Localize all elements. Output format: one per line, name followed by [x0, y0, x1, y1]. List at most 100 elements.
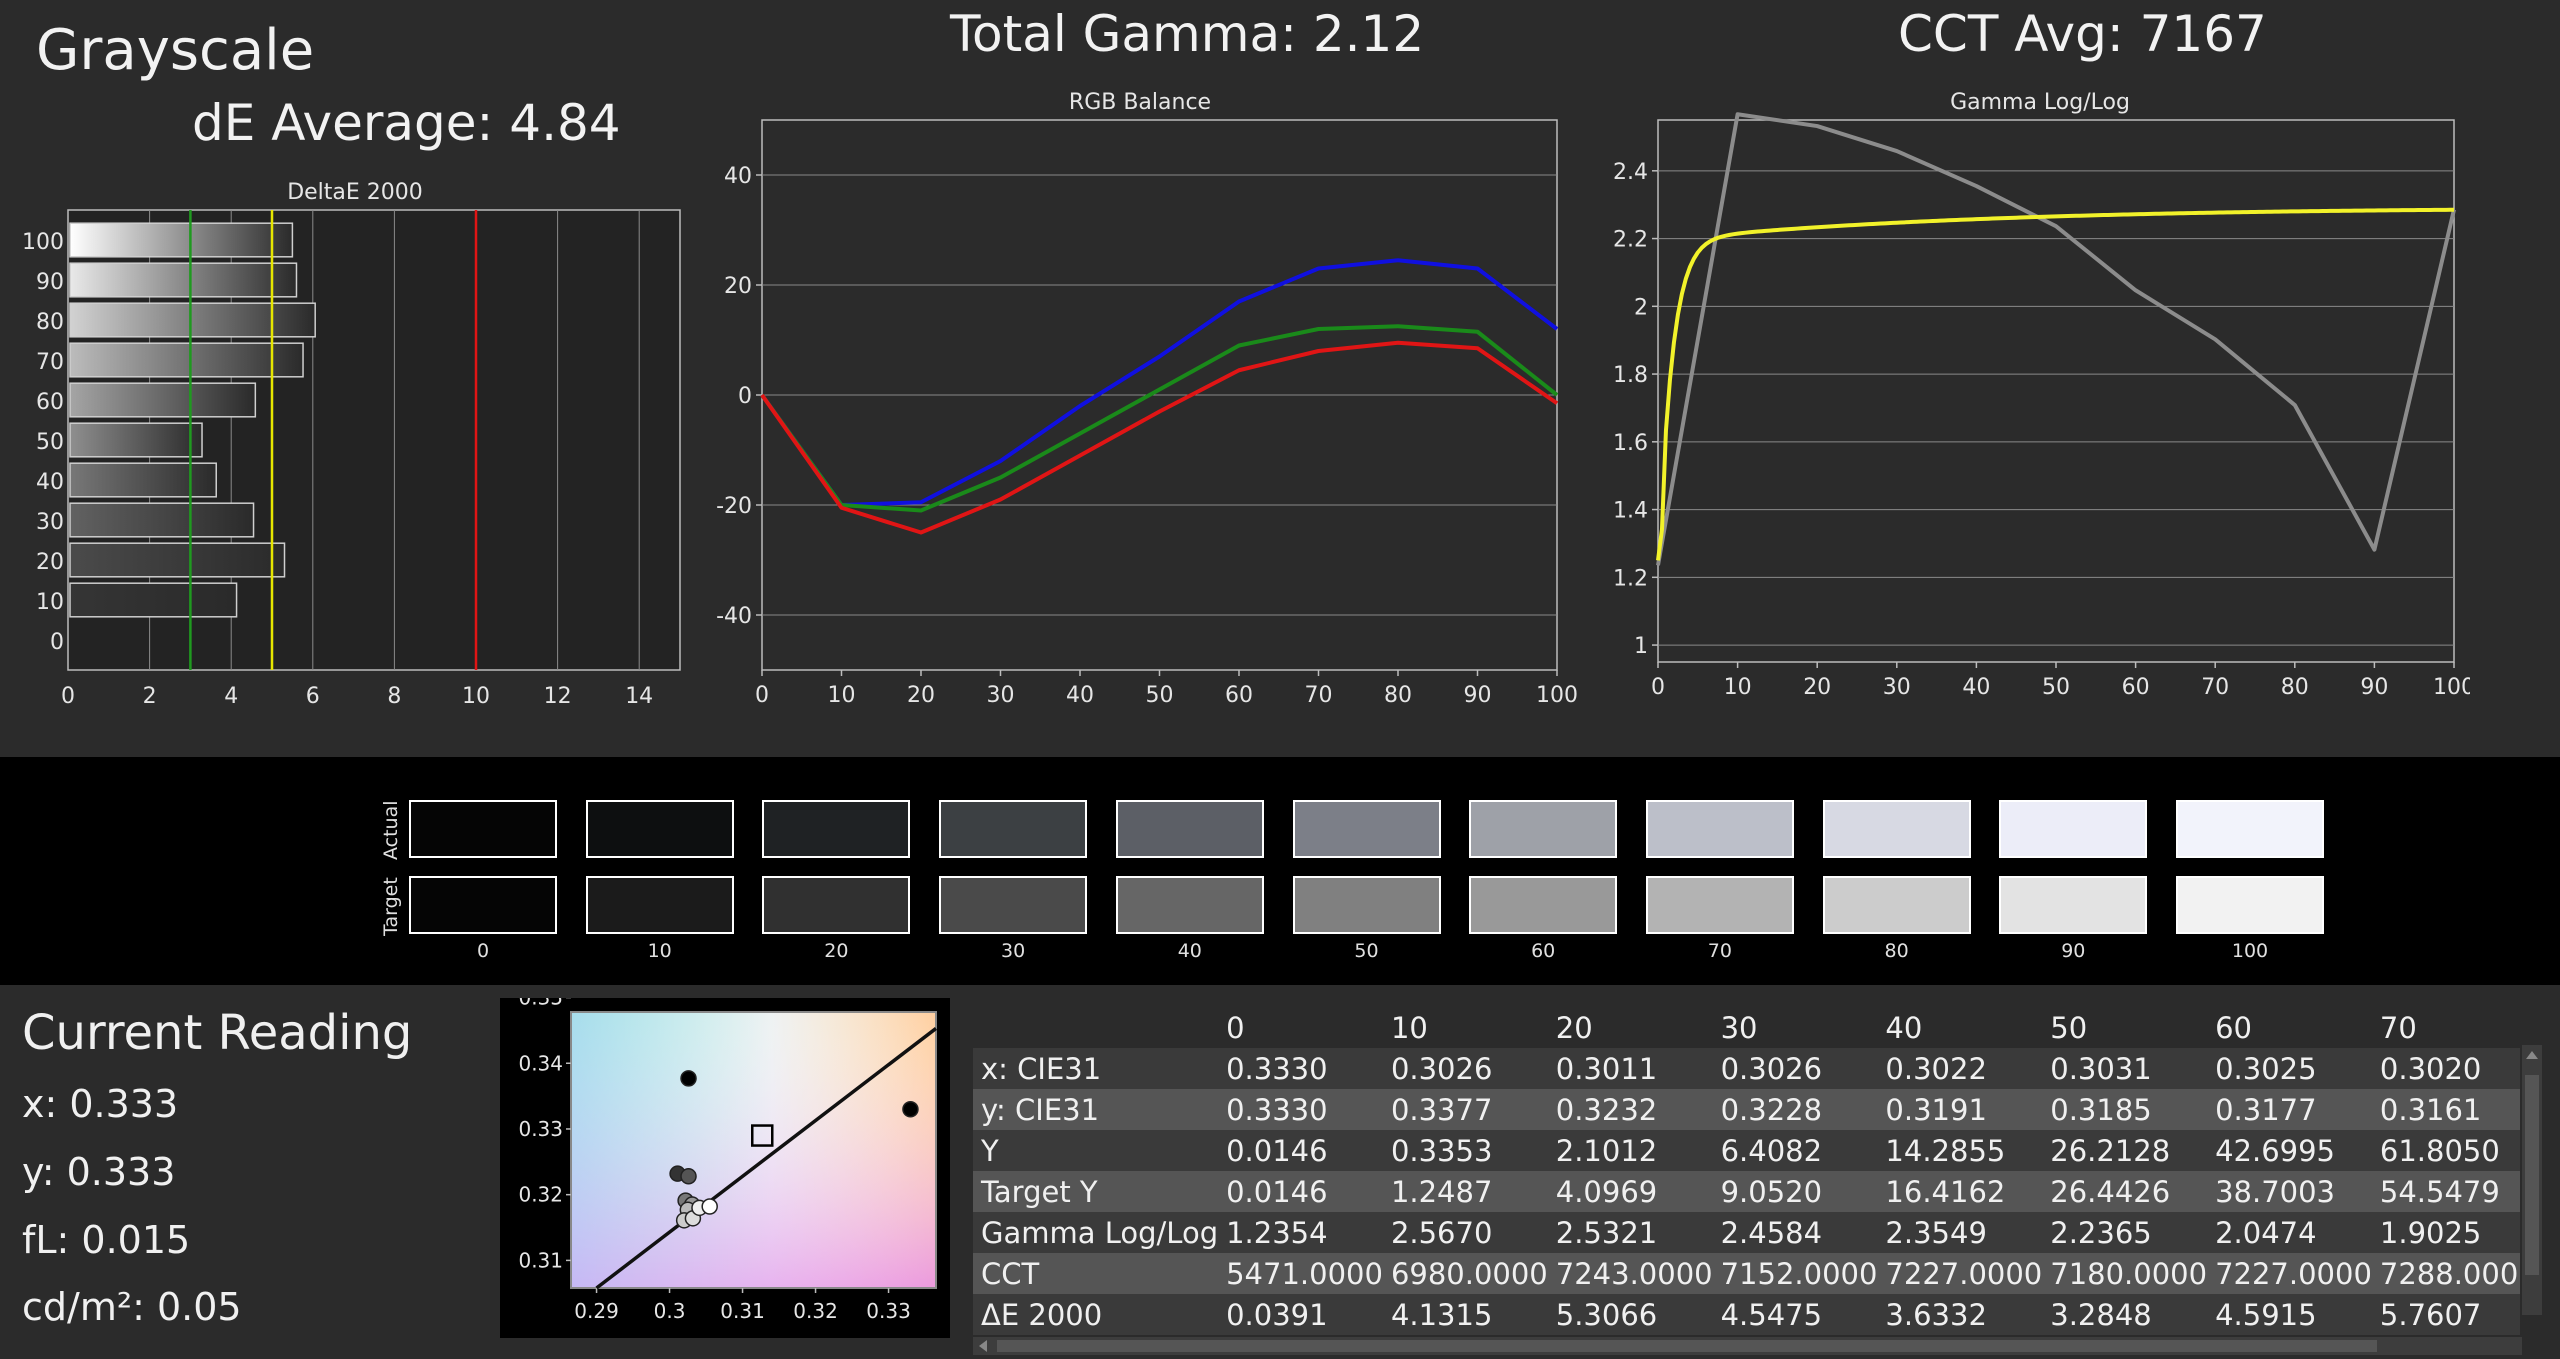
x-tick-label: 30 [1883, 675, 1911, 700]
gamma-chart: 2.4 2.2 2 1.8 1.6 1.4 1.2 10 10 20 30 40 50 60 70 80 90 1… [1613, 112, 2470, 700]
deltae-bar [69, 262, 298, 298]
swatch-level-label: 30 [1001, 940, 1026, 962]
table-cell: 4.0969 [1547, 1171, 1713, 1212]
deltae-x-tick-label: 10 [462, 684, 490, 709]
table-cell: 0.3020 [2371, 1048, 2520, 1089]
table-cell: 54.5479 [2371, 1171, 2520, 1212]
table-row: Y 0.0146 0.3353 2.1012 6.4082 14.2855 26.2128 4… [973, 1130, 2520, 1171]
y-tick-label: -20 [716, 494, 752, 519]
table-cell: 26.2128 [2042, 1130, 2208, 1171]
actual-swatch [585, 800, 734, 858]
y-tick-label: 20 [724, 274, 752, 299]
planckian-locus-line [595, 1027, 938, 1290]
actual-swatch [1292, 800, 1441, 858]
actual-row-label: Actual [380, 800, 402, 860]
table-cell: 2.3549 [1877, 1212, 2043, 1253]
deltae-chart-title: DeltaE 2000 [287, 180, 423, 205]
y-tick-label: 1 [1634, 634, 1648, 659]
swatch-level-label: 10 [647, 940, 672, 962]
table-cell: 5471.0000 [1218, 1253, 1383, 1294]
table-cell: 1.9025 [2371, 1212, 2520, 1253]
horizontal-scrollbar[interactable] [973, 1337, 2522, 1355]
deltae-bar [69, 342, 304, 378]
deltae-y-tick-label: 100 [22, 230, 64, 255]
cie-chart: 0.35 0.34 0.33 0.32 0.31 0.29 0.3 0.31 0.32 0.33 [518, 998, 938, 1323]
target-swatch [1999, 876, 2148, 934]
table-cell: 0.3232 [1547, 1089, 1713, 1130]
series-line-2 [760, 324, 1559, 513]
gamma-chart-title: Gamma Log/Log [1950, 90, 2130, 115]
target-row-label: Target [380, 877, 402, 936]
deltae-bar [69, 582, 238, 618]
table-cell: 14.2855 [1877, 1130, 2043, 1171]
actual-swatch [1999, 800, 2148, 858]
table-column-header: 50 [2042, 1007, 2208, 1048]
table-cell: 7180.0000 [2042, 1253, 2208, 1294]
data-table: 0102030405060708090x: CIE310.33300.30260… [973, 1007, 2520, 1335]
table-cell: 0.0391 [1218, 1294, 1383, 1335]
actual-swatch [409, 800, 557, 858]
cie-x-tick-label: 0.33 [866, 1299, 911, 1323]
cie-measurement-point [902, 1101, 919, 1118]
x-tick-label: 90 [1464, 683, 1492, 708]
series-line-1 [1656, 112, 2456, 566]
table-container: 0102030405060708090x: CIE310.33300.30260… [973, 1007, 2520, 1337]
table-cell: 7227.0000 [1877, 1253, 2043, 1294]
x-tick-label: 70 [1305, 683, 1333, 708]
actual-swatch [1115, 800, 1264, 858]
table-cell: 9.0520 [1712, 1171, 1878, 1212]
table-cell: 2.5670 [1382, 1212, 1548, 1253]
cie-x-tick-label: 0.32 [793, 1299, 838, 1323]
vertical-scrollbar[interactable] [2522, 1045, 2542, 1315]
deltae-bar [69, 502, 255, 538]
y-tick-label: 40 [724, 164, 752, 189]
vertical-scroll-thumb[interactable] [2525, 1075, 2539, 1275]
horizontal-scroll-thumb[interactable] [997, 1340, 2377, 1352]
scroll-up-arrow[interactable] [2526, 1051, 2538, 1059]
deltae-bar [69, 422, 203, 458]
target-swatch [409, 876, 557, 934]
table-cell: 0.3191 [1877, 1089, 2043, 1130]
cie-y-tick-label: 0.34 [518, 1051, 563, 1075]
table-cell: 5.3066 [1547, 1294, 1713, 1335]
swatch-level-label: 80 [1884, 940, 1909, 962]
table-row: x: CIE31 0.3330 0.3026 0.3011 0.3026 0.3022 0.… [973, 1048, 2520, 1089]
target-swatch [1645, 876, 1794, 934]
target-swatch [939, 876, 1088, 934]
table-cell: 0.3022 [1877, 1048, 2043, 1089]
x-tick-label: 100 [1536, 683, 1578, 708]
cie-background-overlay [571, 1012, 936, 1288]
x-tick-label: 10 [828, 683, 856, 708]
table-column-header: 0 [1218, 1007, 1383, 1048]
de-average: dE Average: 4.84 [192, 94, 621, 152]
x-tick-label: 60 [2122, 675, 2150, 700]
table-cell: 2.1012 [1547, 1130, 1713, 1171]
table-cell: 3.2848 [2042, 1294, 2208, 1335]
y-tick-label: -40 [716, 604, 752, 629]
y-tick-label: 2.2 [1613, 228, 1648, 253]
table-cell: 0.3330 [1218, 1089, 1383, 1130]
table-cell: 7288.0000 [2371, 1253, 2520, 1294]
table-cell: 0.3161 [2371, 1089, 2520, 1130]
table-cell: 0.0146 [1218, 1171, 1383, 1212]
y-tick-label: 1.8 [1613, 363, 1648, 388]
swatch-level-label: 20 [824, 940, 849, 962]
table-cell: 7243.0000 [1547, 1253, 1713, 1294]
cie-measurement-point [680, 1168, 697, 1185]
deltae-bar [69, 542, 286, 578]
rgb-balance-chart: 40 20 0 -20 -40 0 10 20 30 40 50 60 70 80 90 100 [716, 119, 1578, 708]
table-cell: 0.3026 [1712, 1048, 1878, 1089]
cie-y-tick-label: 0.33 [518, 1117, 563, 1141]
deltae-y-tick-label: 40 [36, 470, 64, 495]
table-cell: 6980.0000 [1382, 1253, 1548, 1294]
table-row: y: CIE31 0.3330 0.3377 0.3232 0.3228 0.3191 0.… [973, 1089, 2520, 1130]
swatch-panel: Actual Target 0 10 20 30 40 50 60 70 80 90 100 [0, 757, 2560, 985]
table-row-label: Gamma Log/Log [973, 1212, 1219, 1253]
actual-swatch [762, 800, 911, 858]
scroll-left-arrow[interactable] [979, 1340, 987, 1352]
deltae-bar [69, 382, 257, 418]
deltae-x-tick-label: 2 [143, 684, 157, 709]
x-tick-label: 60 [1225, 683, 1253, 708]
cie-x-tick-label: 0.31 [720, 1299, 765, 1323]
